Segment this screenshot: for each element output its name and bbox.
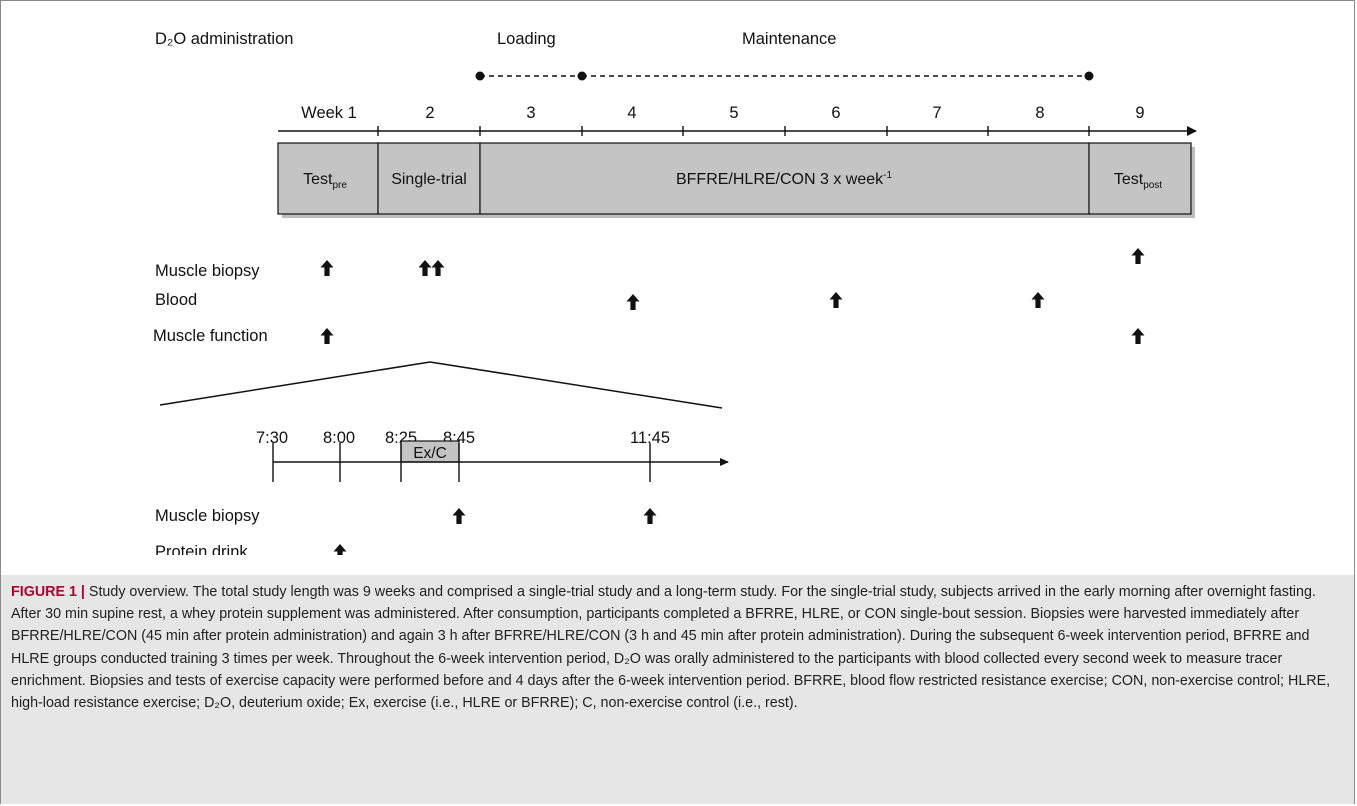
single-trial-label: Single-trial (391, 171, 467, 188)
time-label: 7:30 (256, 429, 288, 447)
protein-drink-arrow-icon (333, 544, 347, 555)
function-arrow-icon (1131, 328, 1145, 344)
function-arrow-icon (320, 328, 334, 344)
caption-body: Study overview. The total study length w… (11, 584, 1331, 712)
test-post-label: Testpost (1114, 171, 1162, 191)
row-label-blood: Blood (155, 291, 197, 309)
time-axis-ticks (272, 443, 651, 482)
row-label-muscle-biopsy: Muscle biopsy (155, 262, 260, 280)
d2o-admin-label: D₂O administration (155, 30, 293, 48)
phase-box-test-post (1088, 142, 1192, 215)
zoom-line-right (429, 361, 723, 409)
phase-box-single-trial (377, 142, 481, 215)
biopsy-arrow-icon (643, 508, 657, 524)
ex-c-label: Ex/C (413, 445, 447, 462)
time-label: 8:00 (323, 429, 355, 447)
biopsy-arrow-icon (452, 508, 466, 524)
test-pre-label: Testpre (303, 171, 347, 191)
blood-arrow-icon (626, 294, 640, 310)
week-label: 3 (526, 104, 535, 122)
caption-text: FIGURE 1 | Study overview. The total stu… (11, 581, 1344, 714)
loading-start-dot (475, 71, 485, 81)
time-label: 11:45 (630, 429, 670, 447)
study-diagram: D₂O administration Loading Maintenance W… (153, 30, 1197, 555)
week-label: 5 (729, 104, 738, 122)
row-label-single-biopsy: Muscle biopsy (155, 507, 260, 525)
phase-box-test-pre (277, 142, 379, 215)
figure-caption: FIGURE 1 | Study overview. The total stu… (1, 575, 1354, 804)
loading-label: Loading (497, 30, 556, 48)
week-axis-ticks (377, 126, 1090, 136)
caption-figure-label: FIGURE 1 | (11, 584, 85, 600)
maintenance-end-dot (1084, 71, 1094, 81)
biopsy-arrow-icon (418, 260, 432, 276)
biopsy-arrow-icon (320, 260, 334, 276)
blood-arrow-icon (829, 292, 843, 308)
row-label-protein-drink: Protein drink (155, 543, 248, 555)
week-label: 2 (425, 104, 434, 122)
maintenance-start-dot (577, 71, 587, 81)
phase-box-training (479, 142, 1090, 215)
blood-arrow-icon (1031, 292, 1045, 308)
zoom-line-left (159, 361, 431, 406)
week-label: 9 (1135, 104, 1144, 122)
training-label: BFFRE/HLRE/CON 3 x week-1 (676, 170, 892, 188)
week-label: 8 (1035, 104, 1044, 122)
biopsy-arrow-icon (1131, 248, 1145, 264)
week-label: Week 1 (301, 104, 357, 122)
row-label-muscle-function: Muscle function (153, 327, 268, 345)
biopsy-arrow-icon (431, 260, 445, 276)
week-label: 4 (627, 104, 636, 122)
maintenance-label: Maintenance (742, 30, 836, 48)
week-label: 6 (831, 104, 840, 122)
week-label: 7 (932, 104, 941, 122)
